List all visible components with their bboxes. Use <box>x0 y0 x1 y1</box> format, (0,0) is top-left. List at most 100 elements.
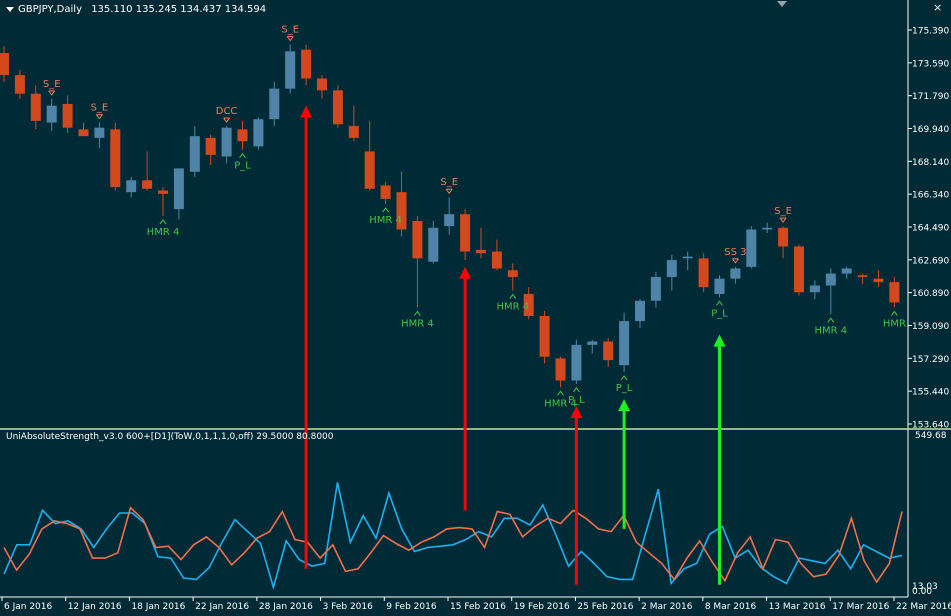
bear-candle[interactable] <box>476 249 486 254</box>
time-tick-label: 25 Feb 2016 <box>577 602 633 612</box>
pattern-marker-up-icon <box>573 387 580 393</box>
bear-candle[interactable] <box>778 227 789 247</box>
bear-candle[interactable] <box>380 185 391 199</box>
bull-candle[interactable] <box>841 268 852 274</box>
price-tick-label: 162.690 <box>912 256 949 266</box>
pattern-marker-down-icon <box>48 90 56 96</box>
bull-candle[interactable] <box>173 168 184 210</box>
pattern-label: HMR 4 <box>544 398 577 409</box>
bull-candle[interactable] <box>253 119 264 147</box>
bear-candle[interactable] <box>348 125 359 138</box>
signal-arrow-up-icon <box>618 399 631 412</box>
bull-candle[interactable] <box>94 127 105 138</box>
price-tick-label: 173.590 <box>912 59 949 69</box>
chart-shift-marker-icon[interactable] <box>777 1 787 7</box>
pattern-label: P_L <box>711 308 728 319</box>
bear-candle[interactable] <box>507 270 518 277</box>
pattern-label: HMR 4 <box>369 215 402 226</box>
bear-candle[interactable] <box>460 214 471 252</box>
price-tick-label: 153.640 <box>912 421 949 431</box>
time-tick-label: 9 Feb 2016 <box>386 602 437 612</box>
bull-candle[interactable] <box>730 268 741 279</box>
bull-candle[interactable] <box>46 105 57 123</box>
bear-candle[interactable] <box>364 151 375 189</box>
bear-candle[interactable] <box>603 341 614 361</box>
bull-candle[interactable] <box>714 278 725 294</box>
bull-candle[interactable] <box>221 127 232 157</box>
bear-candle[interactable] <box>110 129 121 188</box>
bull-candle[interactable] <box>635 300 645 322</box>
bull-candle[interactable] <box>269 88 280 120</box>
bear-candle[interactable] <box>698 258 709 288</box>
ohlc-readout: 135.110 135.245 134.437 134.594 <box>91 4 267 15</box>
pattern-marker-down-icon <box>223 117 230 123</box>
pattern-marker-up-icon <box>239 152 246 159</box>
pattern-label: S_E <box>91 103 109 114</box>
time-tick-label: 22 Mar 2016 <box>896 602 951 612</box>
bear-candle[interactable] <box>889 282 900 303</box>
time-tick-label: 2 Mar 2016 <box>641 602 693 612</box>
bull-candle[interactable] <box>444 214 455 227</box>
bull-candle[interactable] <box>189 136 200 172</box>
bull-candle[interactable] <box>619 321 630 366</box>
signal-arrow-up-icon <box>300 105 313 118</box>
bull-candle[interactable] <box>571 344 582 381</box>
pattern-marker-up-icon <box>414 310 421 316</box>
strength-line-orange[interactable] <box>3 506 903 584</box>
bear-candle[interactable] <box>78 129 89 137</box>
bear-candle[interactable] <box>205 137 216 155</box>
bull-candle[interactable] <box>666 260 677 277</box>
bear-candle[interactable] <box>30 93 41 121</box>
pattern-marker-up-icon <box>827 317 835 323</box>
pattern-marker-up-icon <box>716 300 723 306</box>
time-tick-label: 19 Feb 2016 <box>514 602 570 612</box>
bear-candle[interactable] <box>523 293 534 317</box>
bear-candle[interactable] <box>158 190 168 194</box>
price-tick-label: 164.490 <box>912 224 949 234</box>
bull-candle[interactable] <box>587 341 598 345</box>
bull-candle[interactable] <box>428 227 439 262</box>
signal-arrow-up-icon <box>459 266 472 279</box>
pattern-label: P_L <box>568 395 585 406</box>
bull-candle[interactable] <box>746 229 757 267</box>
bear-candle[interactable] <box>301 49 312 79</box>
close-icon[interactable]: × <box>933 1 943 14</box>
pattern-label: HMR 4 <box>814 325 847 336</box>
price-tick-label: 168.140 <box>912 158 949 168</box>
bull-candle[interactable] <box>825 273 836 286</box>
time-tick-label: 8 Mar 2016 <box>705 602 757 612</box>
bear-candle[interactable] <box>412 221 423 259</box>
bear-candle[interactable] <box>62 103 73 128</box>
bear-candle[interactable] <box>14 75 25 94</box>
bull-candle[interactable] <box>809 285 820 293</box>
bull-candle[interactable] <box>126 180 137 193</box>
time-tick-label: 17 Mar 2016 <box>832 602 889 612</box>
bear-candle[interactable] <box>237 129 248 142</box>
bull-candle[interactable] <box>650 276 661 301</box>
bear-candle[interactable] <box>0 53 9 76</box>
bear-candle[interactable] <box>396 192 407 230</box>
pattern-marker-down-icon <box>779 217 787 223</box>
bear-candle[interactable] <box>332 90 343 125</box>
bear-candle[interactable] <box>555 358 566 381</box>
bear-candle[interactable] <box>491 251 502 269</box>
bear-candle[interactable] <box>794 246 804 293</box>
bull-candle[interactable] <box>285 51 296 89</box>
bear-candle[interactable] <box>873 278 884 283</box>
pattern-marker-up-icon <box>891 310 898 316</box>
chart-header: GBPJPY,Daily 135.110 135.245 134.437 134… <box>6 4 266 15</box>
price-tick-label: 166.340 <box>912 191 949 201</box>
strength-line-blue[interactable] <box>3 482 903 591</box>
bear-candle[interactable] <box>539 316 550 357</box>
price-tick-label: 175.390 <box>912 27 949 37</box>
bear-candle[interactable] <box>317 78 327 91</box>
bull-candle[interactable] <box>682 256 693 259</box>
indicator-top-value: 549.68 <box>915 431 947 441</box>
bear-candle[interactable] <box>142 180 153 189</box>
bull-candle[interactable] <box>762 227 773 230</box>
dropdown-triangle-icon[interactable] <box>6 6 14 12</box>
bear-candle[interactable] <box>857 275 868 277</box>
pattern-label: DCC <box>216 106 238 117</box>
